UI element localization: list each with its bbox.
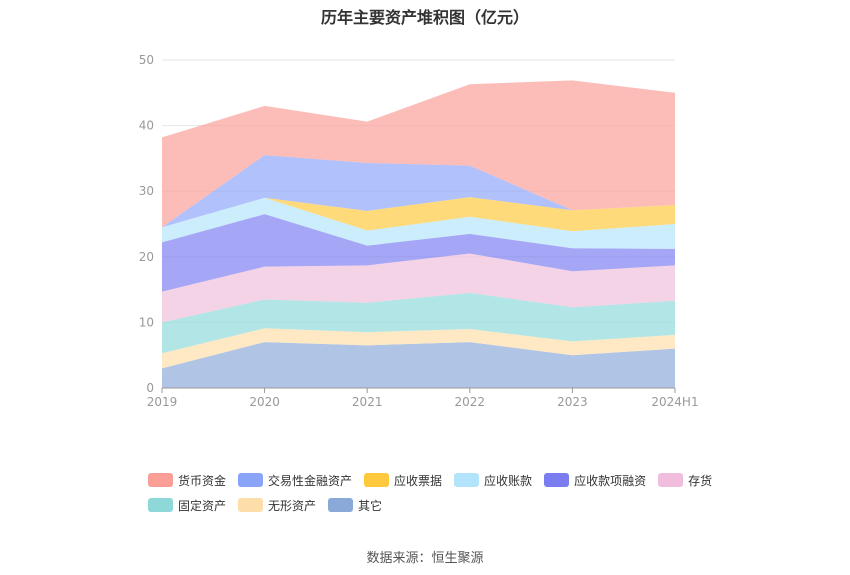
area-7 (162, 155, 675, 228)
legend-label: 交易性金融资产 (268, 473, 353, 488)
y-tick-label: 20 (139, 250, 154, 264)
area-4 (162, 214, 675, 292)
area-8 (162, 80, 675, 228)
legend-swatch (238, 498, 264, 512)
legend-label: 货币资金 (178, 473, 227, 488)
x-tick-label: 2020 (249, 395, 280, 409)
stacked-area-chart: 0 10 20 30 40 50 2019 2020 2021 2022 2023 2024H1 (139, 53, 699, 409)
legend-swatch (328, 498, 354, 512)
legend-item[interactable]: 货币资金 (148, 472, 226, 488)
x-tick-label: 2021 (352, 395, 383, 409)
legend: 货币资金 交易性金融资产 应收票据 应收账款 应收款项融资 存货固定资产 无形资产 其它 (148, 472, 748, 513)
y-tick-label: 10 (139, 315, 154, 329)
chart-title: 历年主要资产堆积图（亿元） (320, 8, 529, 27)
legend-item[interactable]: 固定资产 (148, 497, 226, 513)
legend-swatch (364, 473, 390, 487)
x-tick-label: 2022 (455, 395, 486, 409)
legend-label: 应收款项融资 (574, 473, 647, 488)
area-2 (162, 292, 675, 354)
legend-item[interactable]: 存货 (658, 472, 712, 488)
y-tick-label: 50 (139, 53, 154, 67)
legend-label: 应收票据 (394, 473, 443, 488)
x-tick-label: 2019 (147, 395, 178, 409)
area-series (162, 80, 675, 388)
y-tick-label: 0 (146, 381, 154, 395)
x-tick-label: 2023 (557, 395, 588, 409)
legend-items: 货币资金 交易性金融资产 应收票据 应收账款 应收款项融资 存货固定资产 无形资产 其它 (148, 472, 748, 513)
legend-item[interactable]: 交易性金融资产 (238, 472, 352, 488)
legend-swatch (238, 473, 264, 487)
y-tick-label: 30 (139, 184, 154, 198)
legend-item[interactable]: 应收款项融资 (544, 472, 646, 488)
legend-label: 应收账款 (484, 473, 533, 488)
area-0 (162, 342, 675, 388)
legend-swatch (454, 473, 480, 487)
data-source-note: 数据来源：恒生聚源 (366, 551, 484, 566)
legend-item[interactable]: 无形资产 (238, 497, 316, 513)
legend-swatch (148, 498, 173, 512)
legend-item[interactable]: 应收票据 (364, 472, 442, 488)
legend-item[interactable]: 应收账款 (454, 472, 532, 488)
area-5 (162, 197, 675, 249)
legend-swatch (544, 473, 570, 487)
legend-item[interactable]: 其它 (328, 497, 382, 513)
area-3 (162, 253, 675, 323)
legend-label: 存货 (688, 473, 713, 488)
y-tick-label: 40 (139, 119, 154, 133)
legend-label: 固定资产 (178, 498, 227, 513)
area-6 (162, 197, 675, 232)
legend-swatch (658, 473, 684, 487)
legend-swatch (148, 473, 173, 487)
axes: 0 10 20 30 40 50 2019 2020 2021 2022 2023 2024H1 (139, 53, 699, 409)
x-tick-label: 2024H1 (651, 395, 698, 409)
legend-label: 其它 (358, 498, 383, 513)
area-1 (162, 328, 675, 369)
legend-label: 无形资产 (268, 498, 317, 513)
